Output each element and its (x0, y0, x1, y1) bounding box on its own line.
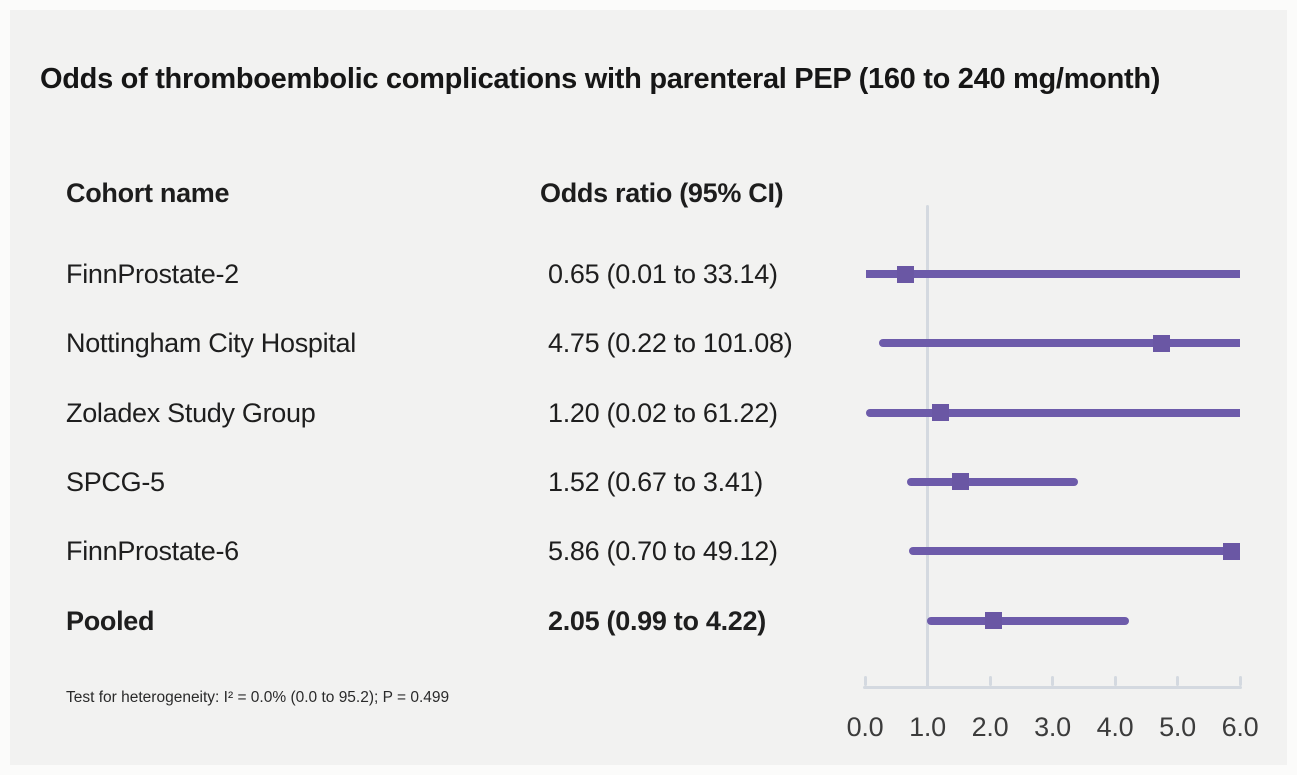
axis-tick (1238, 675, 1242, 686)
study-name: FinnProstate-2 (66, 259, 239, 289)
axis-tick (1176, 675, 1179, 686)
axis-tick-label: 0.0 (846, 712, 884, 742)
study-odds-value: 2.05 (0.99 to 4.22) (548, 605, 766, 636)
ci-line (908, 547, 1240, 556)
study-odds-value: 5.86 (0.70 to 49.12) (548, 536, 778, 567)
axis-tick (988, 675, 992, 686)
ci-line (878, 339, 1240, 348)
reference-line (926, 205, 929, 689)
ci-line (906, 477, 1079, 486)
or-marker (897, 265, 915, 283)
axis-tick (863, 675, 867, 686)
or-marker (984, 612, 1002, 629)
axis-tick-label: 1.0 (909, 712, 946, 742)
or-marker (931, 404, 949, 422)
or-marker (1222, 542, 1240, 560)
study-name: Nottingham City Hospital (66, 328, 356, 359)
study-odds-value: 0.65 (0.01 to 33.14) (548, 259, 778, 289)
study-name: Zoladex Study Group (66, 397, 316, 428)
axis-tick-label: 2.0 (971, 712, 1009, 742)
study-name: Pooled (66, 605, 155, 636)
study-row: SPCG-5 1.52 (0.67 to 3.41) (0, 464, 860, 500)
study-name: FinnProstate-6 (66, 536, 239, 567)
or-marker (951, 473, 969, 491)
study-name: SPCG-5 (66, 466, 165, 497)
x-axis-line (863, 685, 1242, 689)
column-header-cohort: Cohort name (66, 178, 230, 208)
axis-tick-label: 4.0 (1096, 712, 1134, 742)
study-row: Zoladex Study Group 1.20 (0.02 to 61.22) (0, 395, 860, 431)
study-row: FinnProstate-6 5.86 (0.70 to 49.12) (0, 533, 860, 569)
column-header-odds: Odds ratio (95% CI) (540, 178, 784, 208)
study-odds-value: 1.52 (0.67 to 3.41) (548, 466, 763, 497)
study-row: FinnProstate-2 0.65 (0.01 to 33.14) (0, 256, 860, 292)
ci-line (865, 270, 1240, 278)
axis-tick-label: 6.0 (1221, 712, 1259, 742)
axis-tick (926, 675, 929, 686)
study-row: Nottingham City Hospital 4.75 (0.22 to 10… (0, 325, 860, 361)
study-row: Pooled 2.05 (0.99 to 4.22) (0, 603, 860, 639)
study-odds-value: 4.75 (0.22 to 101.08) (548, 328, 793, 359)
ci-line (866, 408, 1240, 417)
ci-line (926, 616, 1129, 625)
axis-tick (1051, 675, 1054, 686)
axis-tick-label: 5.0 (1159, 712, 1196, 742)
heterogeneity-note: Test for heterogeneity: I² = 0.0% (0.0 t… (66, 689, 450, 706)
study-odds-value: 1.20 (0.02 to 61.22) (548, 397, 778, 428)
axis-tick (1113, 675, 1117, 686)
page-title: Odds of thromboembolic complications wit… (40, 63, 1161, 95)
or-marker (1153, 334, 1171, 352)
axis-tick-label: 3.0 (1034, 712, 1071, 742)
figure-background (10, 10, 1287, 765)
